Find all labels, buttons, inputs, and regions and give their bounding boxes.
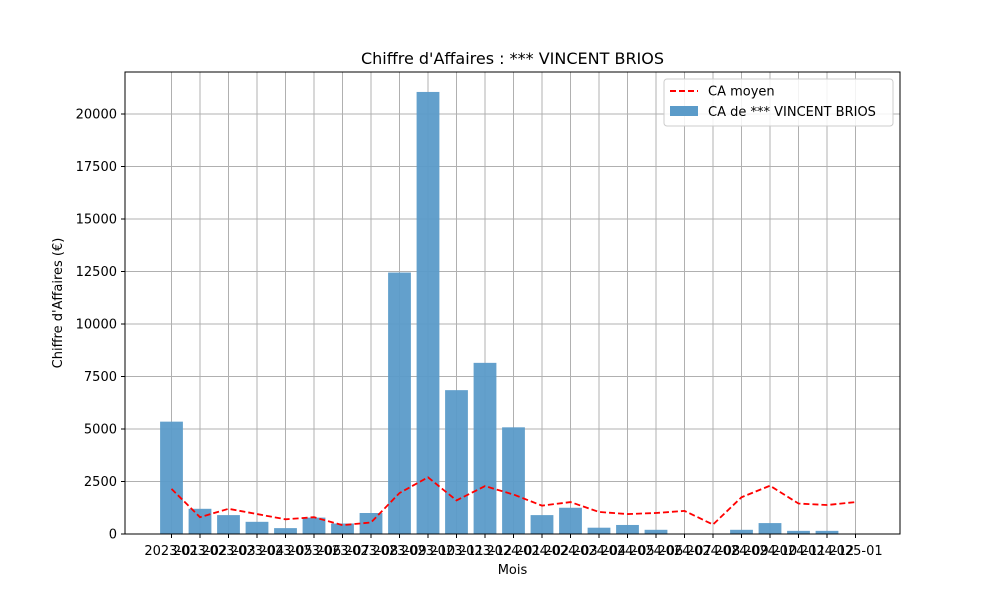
y-tick-label: 5000 — [84, 423, 117, 438]
bar — [502, 427, 525, 534]
legend-label-average: CA moyen — [708, 85, 775, 100]
y-tick-label: 15000 — [76, 213, 117, 228]
bar — [473, 362, 497, 534]
bar — [616, 524, 639, 534]
legend-label-revenue: CA de *** VINCENT BRIOS — [708, 105, 876, 120]
bar — [302, 517, 326, 534]
x-tick-label: 2024-04 — [572, 544, 626, 559]
x-tick-label: 2023-12 — [458, 544, 512, 559]
y-tick-label: 7500 — [84, 370, 117, 385]
x-axis-label: Mois — [498, 563, 528, 578]
y-tick-label: 10000 — [76, 318, 117, 333]
bar — [245, 521, 269, 534]
bar — [530, 515, 554, 534]
legend-bar-swatch — [670, 106, 698, 116]
x-tick-label: 2023-11 — [429, 544, 483, 559]
x-tick-label: 2024-03 — [543, 544, 597, 559]
bar — [359, 513, 383, 534]
bar — [559, 507, 582, 534]
bar — [388, 272, 411, 534]
x-tick-label: 2023-07 — [315, 544, 369, 559]
bar — [416, 91, 440, 534]
y-tick-label: 12500 — [76, 265, 117, 280]
x-tick-label: 2023-04 — [230, 544, 284, 559]
x-tick-label: 2025-01 — [828, 544, 882, 559]
bar — [644, 529, 668, 534]
x-tick-label: 2023-10 — [401, 544, 455, 559]
bar — [787, 530, 810, 534]
bar — [587, 527, 611, 534]
bar — [160, 421, 183, 534]
bar — [331, 523, 354, 534]
bar — [758, 523, 782, 534]
legend-box — [663, 78, 894, 127]
x-tick-label: 2023-08 — [344, 544, 398, 559]
x-tick-label: 2024-12 — [800, 544, 854, 559]
x-tick-label: 2024-05 — [600, 544, 654, 559]
plot-frame — [124, 71, 901, 535]
y-tick-label: 2500 — [84, 475, 117, 490]
bar — [445, 390, 468, 534]
x-tick-label: 2024-01 — [486, 544, 540, 559]
line-series — [170, 476, 856, 527]
x-tick-label: 2024-09 — [714, 544, 768, 559]
x-tick-label: 2024-08 — [686, 544, 740, 559]
x-tick-label: 2023-05 — [258, 544, 312, 559]
x-axis: 2023-012023-022023-032023-042023-052023-… — [144, 534, 883, 559]
chart-title: Chiffre d'Affaires : *** VINCENT BRIOS — [361, 49, 664, 68]
bar — [188, 508, 212, 534]
y-axis-label: Chiffre d'Affaires (€) — [51, 238, 66, 369]
x-tick-label: 2023-09 — [372, 544, 426, 559]
x-tick-label: 2023-03 — [201, 544, 255, 559]
y-tick-label: 0 — [109, 528, 117, 543]
x-tick-label: 2023-02 — [173, 544, 227, 559]
bar — [217, 515, 240, 534]
x-tick-label: 2023-01 — [144, 544, 198, 559]
y-tick-label: 17500 — [76, 160, 117, 175]
bar-series — [160, 91, 839, 534]
x-tick-label: 2024-06 — [629, 544, 683, 559]
x-tick-label: 2024-02 — [515, 544, 569, 559]
x-tick-label: 2023-06 — [287, 544, 341, 559]
legend: CA moyen CA de *** VINCENT BRIOS — [663, 78, 894, 127]
bar — [815, 530, 839, 534]
average-line — [170, 476, 856, 527]
y-tick-label: 20000 — [76, 108, 117, 123]
bar — [730, 529, 753, 534]
bar — [274, 528, 297, 534]
y-axis: 0 2500 5000 7500 10000 12500 15000 17500 20000 — [76, 108, 125, 543]
x-tick-label: 2024-11 — [771, 544, 825, 559]
x-tick-label: 2024-07 — [657, 544, 711, 559]
x-tick-label: 2024-10 — [743, 544, 797, 559]
